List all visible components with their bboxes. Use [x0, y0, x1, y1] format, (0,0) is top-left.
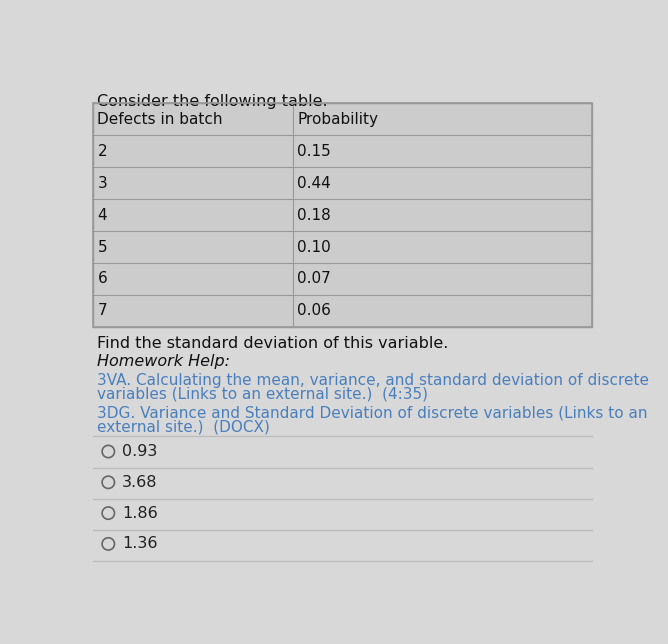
- Text: 0.18: 0.18: [297, 207, 331, 223]
- Text: 3DG. Variance and Standard Deviation of discrete variables (Links to an: 3DG. Variance and Standard Deviation of …: [98, 405, 648, 421]
- Text: 6: 6: [98, 271, 107, 287]
- Text: 0.10: 0.10: [297, 240, 331, 254]
- Text: variables (Links to an external site.)  (4:35): variables (Links to an external site.) (…: [98, 387, 428, 402]
- Text: 1.36: 1.36: [122, 536, 158, 551]
- Text: 0.15: 0.15: [297, 144, 331, 159]
- Text: 0.06: 0.06: [297, 303, 331, 318]
- Text: Consider the following table.: Consider the following table.: [98, 94, 328, 109]
- Text: 5: 5: [98, 240, 107, 254]
- Text: 0.93: 0.93: [122, 444, 158, 459]
- Text: 0.44: 0.44: [297, 176, 331, 191]
- Bar: [93, 104, 592, 327]
- Text: Find the standard deviation of this variable.: Find the standard deviation of this vari…: [98, 336, 449, 351]
- Text: 4: 4: [98, 207, 107, 223]
- Text: 1.86: 1.86: [122, 506, 158, 520]
- Text: external site.)  (DOCX): external site.) (DOCX): [98, 419, 271, 434]
- Bar: [93, 104, 592, 327]
- Text: 3: 3: [98, 176, 107, 191]
- Text: 3.68: 3.68: [122, 475, 158, 490]
- Text: Defects in batch: Defects in batch: [98, 112, 223, 127]
- Text: 0.07: 0.07: [297, 271, 331, 287]
- Text: 3VA. Calculating the mean, variance, and standard deviation of discrete: 3VA. Calculating the mean, variance, and…: [98, 373, 649, 388]
- Text: 2: 2: [98, 144, 107, 159]
- Text: Homework Help:: Homework Help:: [98, 354, 230, 370]
- Text: 7: 7: [98, 303, 107, 318]
- Text: Probability: Probability: [297, 112, 378, 127]
